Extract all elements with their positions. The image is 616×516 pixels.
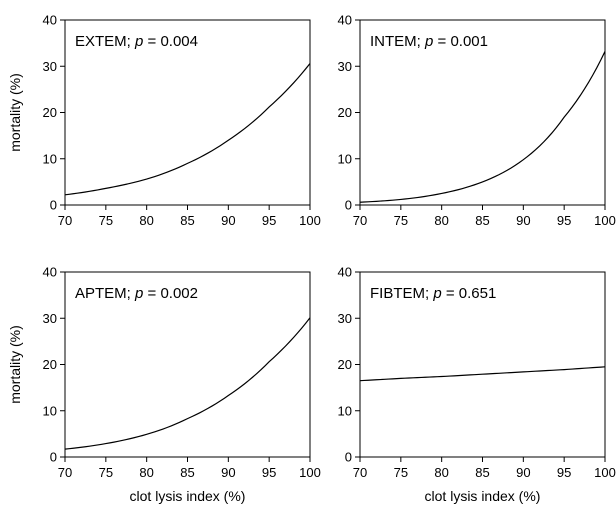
x-tick-label: 95	[557, 213, 571, 228]
x-tick-label: 100	[299, 213, 321, 228]
y-tick-label: 10	[43, 403, 57, 418]
y-tick-label: 10	[43, 151, 57, 166]
series-line-1	[64, 63, 311, 196]
y-tick-label: 30	[338, 59, 352, 74]
panel-label-name: INTEM;	[370, 33, 425, 50]
x-tick-label: 85	[180, 465, 194, 480]
panel-label-name: EXTEM;	[75, 33, 135, 50]
x-tick-label: 90	[516, 213, 530, 228]
x-tick-label: 70	[353, 465, 367, 480]
y-tick-label: 30	[43, 311, 57, 326]
y-tick-label: 10	[338, 151, 352, 166]
chart-panel-1: 0 10 20 30 40 70 75 80 85 90 95 100 mortality (%) EXT…	[7, 13, 321, 229]
y-axis-title: mortality (%)	[7, 325, 23, 404]
panel-label-p-value: = 0.651	[442, 285, 497, 302]
x-tick-label: 85	[180, 213, 194, 228]
x-tick-label: 75	[394, 465, 408, 480]
series-line-1	[359, 51, 606, 203]
y-axis-title: mortality (%)	[7, 73, 23, 152]
x-tick-label: 90	[221, 213, 235, 228]
panel-label-name: APTEM;	[75, 285, 135, 302]
series-line-1	[359, 366, 606, 382]
x-tick-label: 75	[394, 213, 408, 228]
y-tick-label: 10	[338, 403, 352, 418]
x-tick-label: 70	[58, 213, 72, 228]
x-tick-label: 95	[262, 213, 276, 228]
x-tick-label: 70	[58, 465, 72, 480]
panel-label-p-symbol: p	[424, 33, 433, 50]
x-tick-label: 90	[221, 465, 235, 480]
y-tick-label: 40	[43, 265, 57, 280]
y-tick-label: 30	[338, 311, 352, 326]
y-tick-label: 0	[345, 198, 352, 213]
x-axis-title: clot lysis index (%)	[130, 488, 246, 504]
x-tick-label: 70	[353, 213, 367, 228]
x-tick-label: 80	[139, 213, 153, 228]
panel-label: APTEM; p = 0.002	[75, 285, 198, 302]
y-tick-label: 0	[345, 450, 352, 465]
x-tick-label: 75	[99, 213, 113, 228]
x-tick-label: 95	[557, 465, 571, 480]
x-tick-label: 75	[99, 465, 113, 480]
x-tick-label: 80	[434, 465, 448, 480]
x-axis-title: clot lysis index (%)	[425, 488, 541, 504]
panel-label-p-value: = 0.004	[143, 33, 198, 50]
panel-label-p-symbol: p	[432, 285, 441, 302]
x-tick-label: 90	[516, 465, 530, 480]
x-tick-label: 100	[299, 465, 321, 480]
y-tick-label: 0	[50, 450, 57, 465]
x-tick-label: 80	[139, 465, 153, 480]
series-line-1	[64, 317, 311, 450]
x-tick-label: 95	[262, 465, 276, 480]
y-tick-label: 20	[338, 105, 352, 120]
x-tick-label: 100	[594, 213, 616, 228]
panel-label: FIBTEM; p = 0.651	[370, 285, 496, 302]
y-tick-label: 20	[43, 357, 57, 372]
panel-label-p-symbol: p	[134, 33, 143, 50]
chart-panel-3: 0 10 20 30 40 70 75 80 85 90 95 100 mortality (%) clo…	[7, 265, 321, 505]
panel-label-name: FIBTEM;	[370, 285, 433, 302]
y-tick-label: 40	[338, 265, 352, 280]
y-tick-label: 20	[338, 357, 352, 372]
panel-label: INTEM; p = 0.001	[370, 33, 488, 50]
x-tick-label: 80	[434, 213, 448, 228]
y-tick-label: 20	[43, 105, 57, 120]
y-tick-label: 40	[338, 13, 352, 28]
x-tick-label: 85	[475, 213, 489, 228]
panel-label-p-symbol: p	[134, 285, 143, 302]
y-tick-label: 30	[43, 59, 57, 74]
chart-panel-4: 0 10 20 30 40 70 75 80 85 90 95 100 clot lysis index…	[338, 265, 616, 505]
x-tick-label: 85	[475, 465, 489, 480]
panel-label-p-value: = 0.002	[143, 285, 198, 302]
chart-panel-2: 0 10 20 30 40 70 75 80 85 90 95 100 INTEM; p = 0.001	[338, 13, 616, 229]
y-tick-label: 40	[43, 13, 57, 28]
panel-label: EXTEM; p = 0.004	[75, 33, 198, 50]
x-tick-label: 100	[594, 465, 616, 480]
y-tick-label: 0	[50, 198, 57, 213]
panel-label-p-value: = 0.001	[433, 33, 488, 50]
